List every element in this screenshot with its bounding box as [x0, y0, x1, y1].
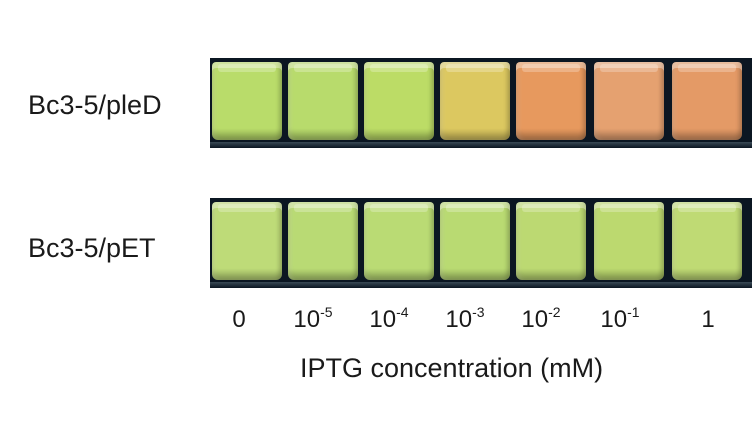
tube-1: [212, 202, 282, 280]
strip-rim: [210, 282, 752, 288]
x-tick-label: 10-3: [445, 304, 485, 333]
tube-strip-pet: [210, 198, 752, 288]
x-tick-label: 10-5: [293, 304, 333, 333]
x-tick-label: 10-2: [521, 304, 561, 333]
x-tick-label: 10-1: [600, 304, 640, 333]
tube-7: [672, 62, 742, 140]
tube-6: [594, 202, 664, 280]
tube-3: [364, 202, 434, 280]
tube-3: [364, 62, 434, 140]
tube-2: [288, 62, 358, 140]
tube-5: [516, 62, 586, 140]
x-tick-label: 10-4: [369, 304, 409, 333]
tube-strip-pled: [210, 58, 752, 148]
x-tick-label: 1: [701, 306, 715, 333]
row-label-pled: Bc3-5/pleD: [28, 90, 162, 120]
x-axis-title: IPTG concentration (mM): [300, 353, 604, 383]
tube-4: [440, 62, 510, 140]
row-label-pet: Bc3-5/pET: [28, 233, 156, 263]
tube-2: [288, 202, 358, 280]
tube-4: [440, 202, 510, 280]
strip-rim: [210, 142, 752, 148]
tube-6: [594, 62, 664, 140]
x-tick-label: 0: [232, 306, 246, 333]
tube-7: [672, 202, 742, 280]
tube-5: [516, 202, 586, 280]
tube-1: [212, 62, 282, 140]
